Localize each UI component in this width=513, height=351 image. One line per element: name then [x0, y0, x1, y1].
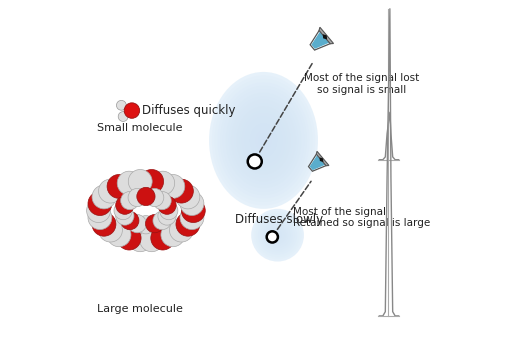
Circle shape: [267, 231, 278, 243]
Ellipse shape: [247, 120, 280, 161]
Circle shape: [260, 218, 295, 253]
Circle shape: [146, 188, 164, 207]
Text: Large molecule: Large molecule: [97, 304, 183, 314]
Circle shape: [140, 170, 164, 193]
Circle shape: [153, 211, 171, 230]
Circle shape: [98, 218, 123, 242]
Circle shape: [121, 192, 139, 210]
Ellipse shape: [223, 89, 304, 192]
Text: Diffuses slowly: Diffuses slowly: [235, 213, 324, 226]
Circle shape: [92, 185, 116, 209]
Ellipse shape: [209, 72, 318, 209]
Circle shape: [114, 201, 132, 220]
Circle shape: [146, 214, 164, 233]
Polygon shape: [308, 154, 326, 171]
Circle shape: [128, 170, 152, 193]
Circle shape: [160, 201, 178, 220]
Circle shape: [267, 224, 288, 246]
Circle shape: [180, 206, 204, 230]
Circle shape: [128, 214, 146, 233]
Circle shape: [107, 223, 131, 247]
Circle shape: [117, 226, 141, 250]
Ellipse shape: [252, 127, 274, 154]
Circle shape: [158, 196, 176, 214]
Ellipse shape: [239, 110, 288, 171]
Circle shape: [182, 199, 205, 223]
Circle shape: [169, 179, 193, 203]
Circle shape: [116, 100, 126, 110]
Circle shape: [264, 222, 291, 248]
Polygon shape: [311, 31, 330, 49]
Circle shape: [262, 220, 293, 251]
Circle shape: [137, 216, 155, 234]
Polygon shape: [310, 30, 330, 50]
Circle shape: [258, 216, 298, 255]
Circle shape: [124, 103, 140, 118]
Circle shape: [151, 226, 174, 250]
Circle shape: [180, 192, 204, 216]
Circle shape: [92, 212, 116, 236]
Circle shape: [176, 185, 200, 209]
Circle shape: [128, 228, 152, 252]
Ellipse shape: [242, 113, 285, 168]
Circle shape: [248, 154, 262, 168]
Polygon shape: [323, 34, 327, 40]
Circle shape: [116, 196, 134, 214]
Circle shape: [98, 179, 123, 203]
Ellipse shape: [231, 99, 296, 181]
Circle shape: [161, 223, 185, 247]
Circle shape: [128, 188, 146, 207]
Text: Small molecule: Small molecule: [97, 123, 182, 133]
Text: Diffuses quickly: Diffuses quickly: [143, 104, 236, 117]
Circle shape: [116, 207, 134, 225]
Ellipse shape: [236, 106, 291, 174]
Text: Most of the signal
Retained so signal is large: Most of the signal Retained so signal is…: [293, 207, 430, 229]
Circle shape: [251, 209, 304, 261]
Ellipse shape: [233, 103, 293, 178]
Circle shape: [255, 213, 300, 257]
Circle shape: [118, 112, 128, 121]
Circle shape: [151, 171, 174, 195]
Ellipse shape: [209, 72, 318, 209]
Circle shape: [88, 206, 112, 230]
Ellipse shape: [225, 92, 302, 188]
Circle shape: [161, 174, 185, 198]
Circle shape: [169, 218, 193, 242]
Circle shape: [117, 171, 141, 195]
Circle shape: [251, 209, 304, 261]
Ellipse shape: [218, 82, 310, 199]
Circle shape: [271, 229, 284, 242]
Circle shape: [273, 231, 282, 239]
Text: Most of the signal lost
so signal is small: Most of the signal lost so signal is sma…: [304, 73, 420, 95]
Circle shape: [140, 228, 164, 252]
Ellipse shape: [250, 123, 277, 158]
Circle shape: [153, 192, 171, 210]
Circle shape: [176, 212, 200, 236]
Circle shape: [158, 207, 176, 225]
Polygon shape: [319, 27, 333, 44]
Circle shape: [275, 233, 280, 237]
Circle shape: [137, 187, 155, 206]
Ellipse shape: [214, 79, 312, 202]
Circle shape: [121, 211, 139, 230]
Circle shape: [107, 174, 131, 198]
Polygon shape: [320, 157, 323, 162]
Circle shape: [87, 199, 110, 223]
Ellipse shape: [245, 117, 283, 164]
Polygon shape: [309, 155, 326, 170]
Ellipse shape: [212, 75, 315, 205]
Polygon shape: [317, 151, 329, 166]
Ellipse shape: [220, 86, 307, 195]
Circle shape: [253, 211, 302, 259]
Ellipse shape: [228, 96, 299, 185]
Circle shape: [88, 192, 112, 216]
Circle shape: [269, 226, 286, 244]
